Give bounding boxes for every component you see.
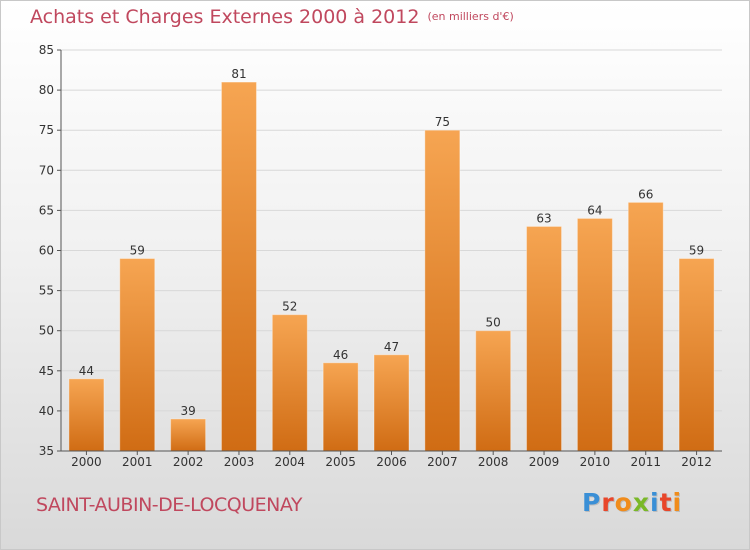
logo-letter: i (672, 488, 683, 517)
bar-2010 (577, 218, 613, 451)
bar-2002 (170, 418, 206, 451)
x-tick-label: 2008 (478, 455, 509, 469)
logo-letter: i (650, 488, 660, 517)
x-tick-label: 2010 (580, 455, 611, 469)
data-label: 66 (638, 187, 653, 201)
x-tick-label: 2011 (630, 455, 661, 469)
x-tick-label: 2002 (173, 455, 204, 469)
y-tick-label: 35 (39, 444, 54, 458)
y-tick-label: 60 (39, 244, 54, 258)
data-label: 44 (79, 364, 94, 378)
y-tick-label: 55 (39, 284, 54, 298)
bar-2007 (424, 130, 460, 451)
bar-2000 (68, 378, 104, 451)
bar-2011 (628, 202, 664, 451)
data-label: 46 (333, 348, 348, 362)
x-tick-label: 2005 (325, 455, 356, 469)
data-label: 59 (130, 244, 145, 258)
x-tick-label: 2004 (275, 455, 306, 469)
x-tick-label: 2007 (427, 455, 458, 469)
y-tick-label: 40 (39, 404, 54, 418)
logo-letter: P (582, 488, 602, 517)
y-tick-label: 45 (39, 364, 54, 378)
chart-title: Achats et Charges Externes 2000 à 2012 (e… (30, 6, 514, 28)
bar-2009 (526, 226, 562, 451)
bars: 44 59 39 81 52 46 47 75 50 63 64 66 59 (68, 67, 715, 452)
bar-2012 (679, 258, 715, 451)
bar-2008 (475, 330, 511, 451)
data-label: 63 (536, 211, 551, 225)
y-tick-label: 70 (39, 163, 54, 177)
bar-2005 (323, 362, 359, 451)
commune-name: SAINT-AUBIN-DE-LOCQUENAY (36, 494, 302, 516)
y-tick-label: 75 (39, 123, 54, 137)
logo-letter: x (632, 488, 650, 517)
data-label: 50 (486, 316, 501, 330)
x-tick-label: 2012 (681, 455, 712, 469)
data-label: 81 (231, 67, 246, 81)
bar-2004 (272, 314, 308, 451)
proxiti-logo: Proxiti (582, 488, 682, 517)
bar-2001 (119, 258, 155, 451)
bar-2006 (374, 354, 409, 451)
axes: 35 40 45 50 55 60 65 70 75 80 85 2000 2001 2002 2003 20… (39, 43, 722, 469)
y-tick-label: 65 (39, 203, 54, 217)
logo-letter: t (659, 488, 673, 517)
y-tick-label: 80 (39, 83, 54, 97)
data-label: 52 (282, 300, 297, 314)
data-label: 75 (435, 115, 450, 129)
bar-2003 (221, 82, 257, 451)
data-label: 39 (180, 404, 195, 418)
logo-letter: o (614, 488, 633, 517)
logo-letter: r (601, 488, 615, 517)
y-tick-label: 50 (39, 324, 54, 338)
data-label: 47 (384, 340, 399, 354)
x-tick-label: 2000 (71, 455, 102, 469)
chart-subtitle: (en milliers d'€) (427, 10, 514, 23)
data-label: 64 (587, 203, 602, 217)
y-tick-label: 85 (39, 43, 54, 57)
data-label: 59 (689, 244, 704, 258)
x-tick-label: 2009 (529, 455, 560, 469)
chart-title-text: Achats et Charges Externes 2000 à 2012 (30, 6, 420, 28)
x-tick-label: 2003 (224, 455, 255, 469)
x-tick-label: 2006 (376, 455, 407, 469)
x-tick-label: 2001 (122, 455, 153, 469)
